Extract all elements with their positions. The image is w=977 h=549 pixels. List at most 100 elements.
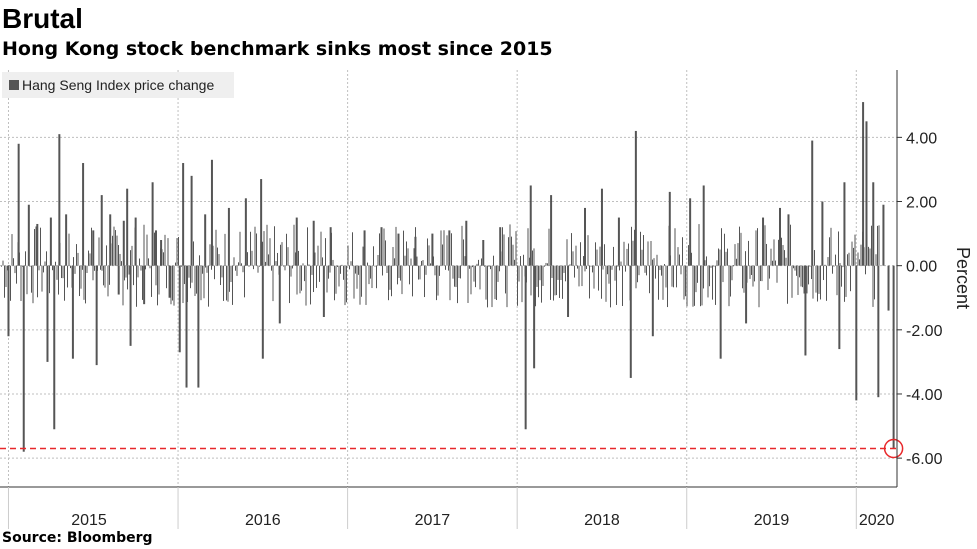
noise-bar [638, 265, 640, 276]
noise-bar [590, 265, 592, 267]
noise-bar [154, 232, 155, 266]
noise-bar [617, 265, 619, 267]
noise-bar [371, 265, 373, 289]
y-tick-label: -4.00 [906, 387, 943, 404]
axes: 4.00 2.00 0.00 -2.00 -4.00 -6.00 2015 2016 2017 2… [0, 70, 943, 529]
bar [244, 198, 247, 266]
noise-bar [52, 265, 53, 271]
noise-bar [508, 237, 509, 266]
noise-bar [50, 225, 52, 266]
noise-bar [439, 265, 440, 276]
noise-bar [523, 254, 524, 266]
noise-bar [737, 243, 739, 266]
noise-bar [496, 265, 497, 301]
bar [465, 220, 468, 266]
noise-bar [757, 228, 758, 266]
noise-bar [455, 265, 457, 288]
noise-bar [566, 239, 568, 266]
noise-bar [85, 265, 86, 304]
noise-bar [464, 256, 466, 266]
noise-bar [79, 265, 80, 297]
noise-bar [25, 251, 26, 266]
noise-bar [77, 252, 79, 266]
noise-bar [595, 242, 596, 266]
noise-bar [169, 265, 170, 294]
noise-bar [274, 226, 275, 266]
noise-bar [178, 237, 179, 266]
x-tick-label: 2016 [245, 512, 281, 529]
bar [295, 217, 298, 266]
bar [865, 121, 868, 266]
noise-bar [578, 265, 580, 287]
noise-bar [667, 265, 668, 308]
noise-bar [830, 227, 832, 266]
noise-bar [22, 265, 23, 267]
noise-bar [695, 265, 697, 293]
noise-bar [670, 255, 671, 266]
noise-bar [238, 262, 239, 266]
noise-bar [773, 239, 775, 266]
noise-bar [563, 265, 565, 273]
noise-bar [592, 265, 593, 273]
noise-bar [307, 227, 308, 266]
noise-bar [224, 233, 226, 266]
noise-bar [760, 265, 761, 282]
noise-bar [110, 243, 112, 266]
noise-bar [838, 231, 839, 266]
noise-bar [514, 259, 515, 266]
noise-bar [712, 265, 713, 300]
noise-bar [500, 251, 502, 266]
noise-bar [697, 265, 698, 283]
noise-bar [766, 243, 767, 266]
bar [877, 265, 880, 398]
bar [745, 265, 748, 324]
bar [689, 198, 692, 266]
noise-bar [310, 265, 311, 305]
noise-bar [236, 265, 238, 276]
noise-bar [571, 233, 572, 266]
noise-bar [160, 248, 161, 266]
noise-bar [11, 234, 13, 266]
noise-bar [623, 241, 625, 266]
noise-bar [127, 265, 128, 290]
noise-bar [185, 265, 187, 267]
noise-bar [740, 232, 742, 266]
noise-bar [614, 265, 616, 281]
noise-bar [140, 265, 142, 271]
noise-bar [691, 252, 692, 266]
noise-bar [557, 265, 559, 280]
noise-bar [368, 265, 370, 285]
bar [872, 182, 875, 266]
noise-bar [541, 265, 542, 303]
bar [227, 207, 230, 266]
noise-bar [220, 265, 221, 286]
bar [134, 217, 137, 266]
noise-bar [704, 260, 706, 266]
noise-bar [655, 265, 656, 279]
noise-bar [329, 265, 331, 273]
noise-bar [361, 265, 362, 297]
noise-bar [341, 264, 343, 266]
noise-bar [59, 242, 61, 266]
noise-bar [301, 265, 302, 291]
noise-bar [170, 265, 172, 305]
noise-bar [556, 265, 557, 296]
noise-bar [721, 228, 722, 266]
noise-bar [409, 265, 410, 285]
bar [178, 265, 181, 353]
noise-bar [286, 233, 287, 266]
noise-bar [410, 258, 412, 266]
noise-bar [250, 231, 251, 266]
noise-bar [197, 265, 199, 308]
noise-bar [136, 265, 137, 307]
noise-bar [287, 247, 289, 266]
noise-bar [400, 265, 401, 281]
noise-bar [832, 265, 833, 274]
noise-bar [311, 265, 313, 275]
noise-bar [367, 262, 368, 266]
noise-bar [433, 256, 434, 266]
noise-bar [55, 261, 56, 266]
noise-bar [116, 235, 118, 266]
noise-bar [293, 224, 295, 266]
noise-bar [742, 265, 743, 289]
